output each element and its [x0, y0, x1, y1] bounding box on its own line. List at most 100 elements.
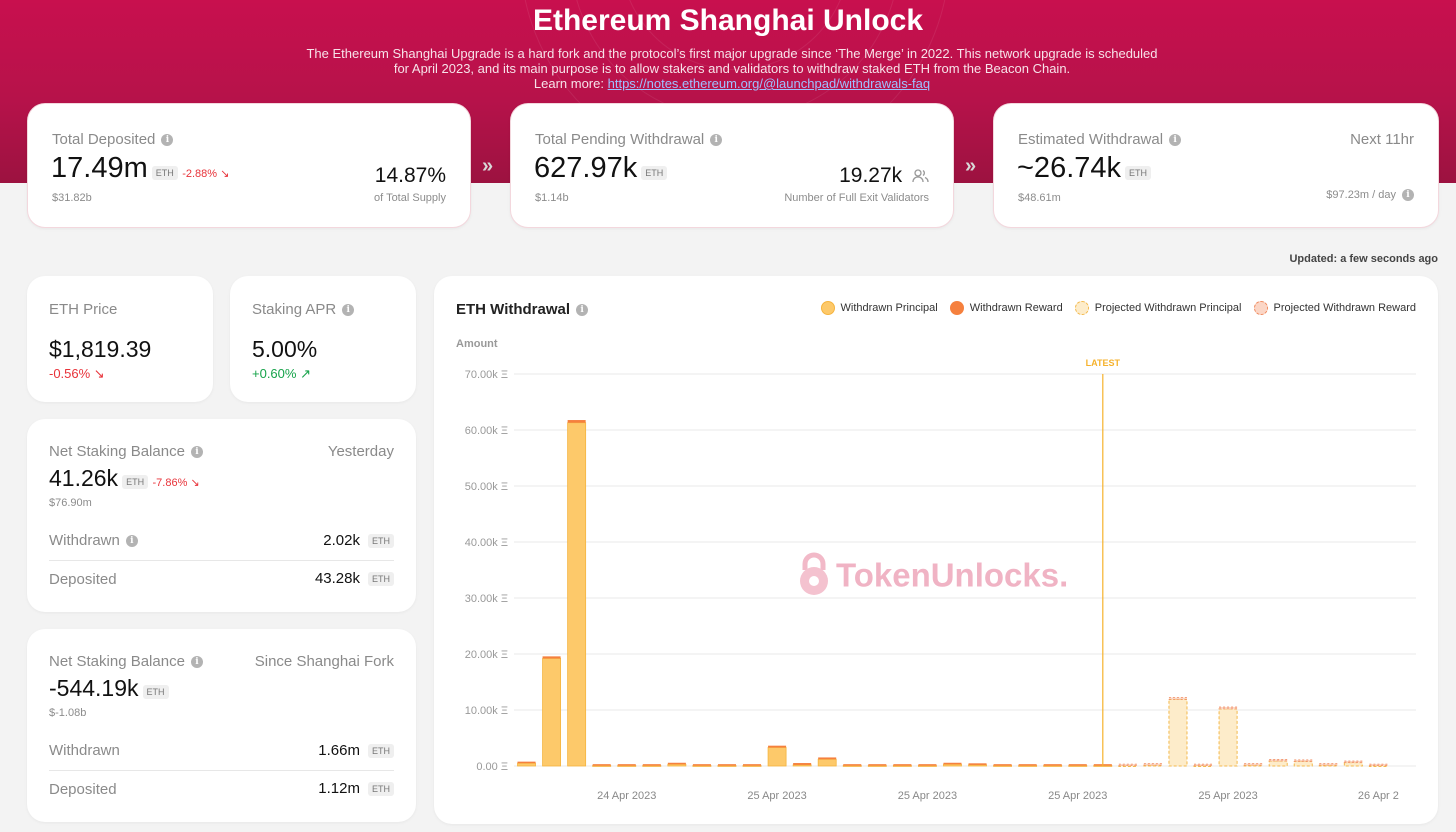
- info-icon[interactable]: i: [576, 304, 589, 317]
- y-tick-label: 0.00 Ξ: [476, 761, 508, 773]
- learn-more: Learn more: https://notes.ethereum.org/@…: [270, 76, 1194, 91]
- info-icon[interactable]: i: [190, 446, 203, 459]
- bar-withdrawn-reward: [743, 764, 762, 766]
- withdrawn-value-row: 2.02k ETH: [323, 532, 394, 549]
- estimated-withdrawal-card: Estimated Withdrawal i Next 11hr ~26.74k E…: [993, 103, 1439, 228]
- bar-withdrawn-reward: [692, 764, 711, 766]
- withdrawal-bar-chart: 0.00 Ξ 10.00k Ξ 20.00k Ξ 30.00k Ξ 40.00k Ξ 50…: [465, 358, 1416, 802]
- period-label: Since Shanghai Fork: [254, 653, 394, 670]
- bar-withdrawn-reward: [768, 745, 787, 748]
- period-label: Yesterday: [327, 443, 394, 460]
- legend-label: Withdrawn Principal: [840, 301, 938, 314]
- withdrawn-value: 2.02k: [323, 532, 360, 549]
- bar-projected-principal: [1218, 708, 1238, 767]
- bar-withdrawn-principal: [517, 762, 536, 767]
- legend-item[interactable]: Projected Withdrawn Principal: [1074, 301, 1242, 315]
- legend-item[interactable]: Withdrawn Principal: [820, 301, 938, 315]
- legend-label: Withdrawn Reward: [969, 301, 1063, 314]
- net-staking-value: -544.19k: [49, 675, 139, 701]
- deposited-value: 43.28k: [314, 570, 360, 587]
- eth-unit-badge: ETH: [368, 744, 394, 759]
- net-staking-value-row: -544.19k ETH: [49, 675, 169, 702]
- info-icon[interactable]: i: [1169, 134, 1182, 147]
- y-tick-label: 10.00k Ξ: [465, 705, 508, 717]
- x-tick-label: 25 Apr 2023: [898, 790, 957, 802]
- bar-withdrawn-reward: [918, 764, 937, 766]
- legend-swatch: [949, 301, 964, 315]
- bar-projected-principal: [1293, 761, 1313, 767]
- staking-apr-card: Staking APR i 5.00% +0.60% ↗: [230, 276, 416, 402]
- info-icon[interactable]: i: [342, 304, 355, 317]
- bar-projected-reward: [1343, 760, 1363, 764]
- total-deposited-value-row: 17.49m ETH -2.88% ↘: [51, 152, 229, 185]
- net-staking-label: Net Staking Balance i: [49, 443, 203, 460]
- total-deposited-card: Total Deposited i 17.49m ETH -2.88% ↘ $31.…: [27, 103, 471, 228]
- y-tick-label: 20.00k Ξ: [465, 649, 508, 661]
- legend-label: Projected Withdrawn Principal: [1094, 301, 1242, 314]
- withdrawn-label: Withdrawn: [49, 742, 120, 759]
- info-icon[interactable]: i: [190, 656, 203, 669]
- bar-withdrawn-reward: [843, 764, 862, 766]
- bar-projected-principal: [1268, 760, 1288, 767]
- y-tick-label: 60.00k Ξ: [465, 425, 508, 437]
- y-tick-label: 30.00k Ξ: [465, 593, 508, 605]
- total-deposited-change: -2.88% ↘: [182, 168, 230, 180]
- deposited-label: Deposited: [49, 781, 117, 798]
- x-tick-label: 25 Apr 2023: [747, 790, 806, 802]
- staking-apr-change: +0.60% ↗: [252, 366, 311, 381]
- staking-apr-label: Staking APR i: [252, 301, 355, 318]
- eth-withdrawal-chart-card: ETH Withdrawal i Withdrawn Principal With…: [434, 276, 1438, 824]
- withdrawn-value-row: 1.66m ETH: [318, 742, 394, 759]
- info-icon[interactable]: i: [125, 535, 138, 548]
- bar-projected-principal: [1168, 698, 1188, 767]
- faq-link[interactable]: https://notes.ethereum.org/@launchpad/wi…: [607, 76, 931, 91]
- per-day-value: $97.23m / day: [1326, 189, 1396, 201]
- info-icon[interactable]: i: [1402, 189, 1414, 202]
- legend-item[interactable]: Withdrawn Reward: [949, 301, 1063, 315]
- updated-timestamp: Updated: a few seconds ago: [1289, 253, 1438, 265]
- estimated-window: Next 11hr: [1350, 131, 1414, 148]
- bar-projected-reward: [1143, 763, 1163, 766]
- exit-validators-row: 19.27k: [839, 164, 929, 188]
- info-icon[interactable]: i: [710, 134, 723, 147]
- bar-withdrawn-reward: [968, 763, 987, 765]
- eth-price-label: ETH Price: [49, 301, 118, 318]
- withdrawn-label: Withdrawn i: [49, 532, 138, 549]
- per-day-row: $97.23m / day i: [1326, 189, 1414, 202]
- watermark: TokenUnlocks.: [796, 552, 1068, 604]
- info-icon[interactable]: i: [161, 134, 174, 147]
- estimated-withdrawal-value: ~26.74k: [1017, 152, 1122, 184]
- page-description: The Ethereum Shanghai Upgrade is a hard …: [270, 46, 1194, 91]
- bar-withdrawn-reward: [893, 764, 912, 766]
- bar-projected-reward: [1193, 763, 1213, 767]
- bar-withdrawn-reward: [642, 764, 661, 766]
- bar-projected-principal: [1343, 762, 1363, 767]
- eth-unit-badge: ETH: [151, 165, 178, 180]
- net-staking-value-row: 41.26k ETH -7.86% ↘: [49, 465, 200, 492]
- net-staking-usd: $-1.08b: [49, 707, 87, 719]
- bar-projected-reward: [1218, 706, 1238, 710]
- bar-withdrawn-reward: [717, 764, 736, 766]
- bar-withdrawn-reward: [868, 764, 887, 766]
- eth-unit-badge: ETH: [641, 165, 668, 180]
- pending-withdrawal-card: Total Pending Withdrawal i 627.97k ETH $1.…: [510, 103, 954, 228]
- pending-withdrawal-label: Total Pending Withdrawal i: [535, 131, 723, 148]
- latest-marker-label: LATEST: [1086, 358, 1121, 368]
- legend-item[interactable]: Projected Withdrawn Reward: [1253, 301, 1416, 315]
- divider: [49, 770, 394, 771]
- bar-withdrawn-reward: [793, 763, 812, 765]
- estimated-withdrawal-usd: $48.61m: [1018, 192, 1061, 204]
- desc-line-1: The Ethereum Shanghai Upgrade is a hard …: [306, 46, 1158, 61]
- chevron-right-icon: »: [965, 155, 977, 177]
- net-staking-usd: $76.90m: [49, 497, 92, 509]
- total-deposited-usd: $31.82b: [52, 192, 92, 204]
- deposited-value-row: 1.12m ETH: [318, 780, 394, 797]
- pending-withdrawal-value-row: 627.97k ETH: [534, 152, 668, 185]
- net-staking-value: 41.26k: [49, 465, 119, 491]
- divider: [49, 560, 394, 561]
- supply-percentage-label: of Total Supply: [374, 192, 446, 204]
- x-tick-label: 26 Apr 2: [1358, 790, 1399, 802]
- lock-icon: [796, 552, 832, 604]
- total-deposited-label: Total Deposited i: [52, 131, 174, 148]
- bar-withdrawn-reward: [667, 762, 686, 765]
